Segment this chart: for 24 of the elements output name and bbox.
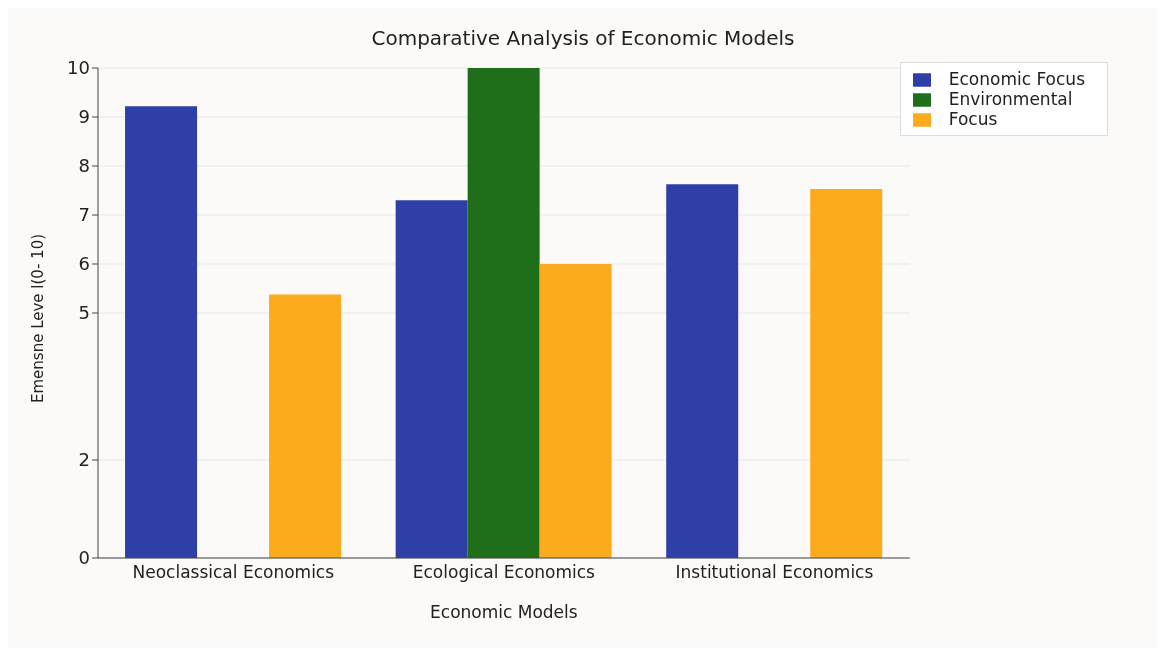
- bar: [125, 106, 198, 558]
- y-axis-title: Emensne Leve l(0- 10): [29, 233, 48, 403]
- x-tick-label: Institutional Economics: [675, 562, 874, 583]
- bar: [467, 68, 540, 558]
- bar: [810, 189, 883, 558]
- y-tick-label: 0: [78, 547, 90, 569]
- bar: [395, 200, 468, 558]
- y-tick-label: 8: [78, 155, 90, 177]
- x-tick-label: Ecological Economics: [412, 562, 596, 583]
- y-tick-label: 7: [78, 204, 90, 226]
- legend-label: Environmental: [948, 89, 1073, 109]
- bar: [539, 264, 612, 558]
- legend-label: Focus: [948, 109, 998, 129]
- y-tick-label: 6: [78, 253, 90, 275]
- y-tick-label: 5: [78, 302, 90, 324]
- chart-title: Comparative Analysis of Economic Models: [370, 25, 796, 52]
- x-axis-title: Economic Models: [430, 602, 578, 622]
- bar: [666, 184, 739, 558]
- legend-label: Economic Focus: [948, 69, 1085, 89]
- y-tick-label: 10: [67, 57, 90, 79]
- y-tick-label: 2: [78, 449, 90, 471]
- bar: [269, 294, 342, 558]
- x-tick-label: Neoclassical Economics: [132, 562, 335, 583]
- y-tick-label: 9: [78, 106, 90, 128]
